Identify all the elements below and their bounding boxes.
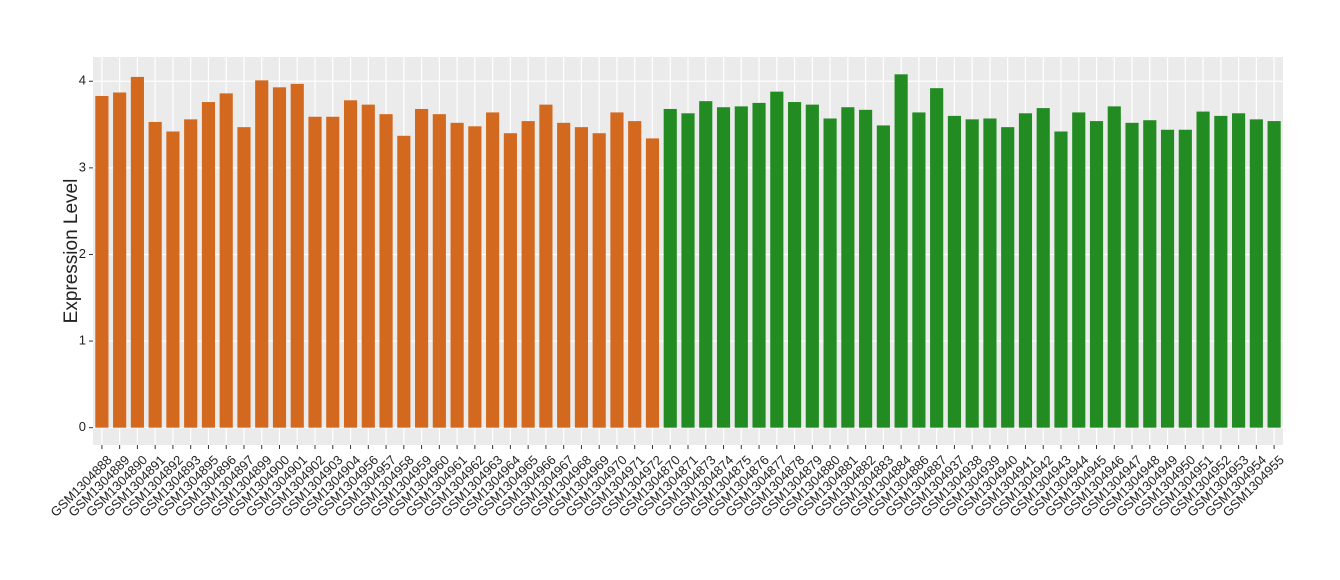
bar xyxy=(397,135,411,428)
bar xyxy=(1267,121,1281,428)
bar xyxy=(113,92,127,428)
bar xyxy=(95,95,109,428)
bar xyxy=(628,121,642,428)
bar xyxy=(1214,115,1228,428)
bar xyxy=(912,112,926,428)
bar xyxy=(1107,106,1121,428)
bar xyxy=(1125,122,1139,428)
bar xyxy=(503,133,517,428)
bar xyxy=(486,112,500,428)
bar xyxy=(1072,112,1086,428)
bar xyxy=(1001,127,1015,428)
bar xyxy=(557,122,571,428)
bar xyxy=(947,115,961,428)
bar xyxy=(1143,120,1157,428)
bar xyxy=(1018,113,1033,428)
y-tick-label: 1 xyxy=(79,333,86,348)
bar xyxy=(255,80,269,428)
bar xyxy=(592,133,606,428)
bar xyxy=(1089,121,1104,428)
bar xyxy=(130,76,144,428)
bar xyxy=(859,109,873,428)
bar xyxy=(681,113,695,428)
bar xyxy=(699,101,713,428)
bar xyxy=(521,121,535,428)
bar xyxy=(965,119,979,428)
bar xyxy=(1160,129,1175,428)
bar xyxy=(1249,119,1263,428)
bar xyxy=(823,118,837,428)
bar xyxy=(1196,111,1210,428)
bar xyxy=(184,119,198,428)
bar xyxy=(201,102,216,428)
bar xyxy=(574,127,589,428)
bar xyxy=(166,131,180,428)
bar xyxy=(1232,113,1246,428)
bar xyxy=(787,102,802,428)
bar xyxy=(415,108,429,428)
bar xyxy=(734,106,748,428)
bar xyxy=(1054,131,1068,428)
bar xyxy=(450,122,464,428)
bar xyxy=(343,100,358,428)
bar xyxy=(983,118,997,428)
bar xyxy=(1036,108,1050,428)
bar xyxy=(645,138,660,428)
y-axis-title: Expression Level xyxy=(61,179,82,324)
bar xyxy=(770,91,784,428)
bar xyxy=(432,114,446,428)
bar xyxy=(610,112,624,428)
bar xyxy=(148,121,162,428)
y-tick-label: 4 xyxy=(79,73,86,88)
y-tick-label: 0 xyxy=(79,419,86,434)
bar xyxy=(379,114,393,428)
bar xyxy=(805,104,819,428)
bar xyxy=(841,107,855,428)
bar xyxy=(1178,129,1192,428)
bar xyxy=(308,116,322,428)
bar xyxy=(894,74,908,428)
bar xyxy=(663,108,677,428)
bar xyxy=(290,83,304,428)
bar xyxy=(876,125,890,428)
y-tick-label: 2 xyxy=(79,246,86,261)
y-tick-label: 3 xyxy=(79,159,86,174)
bar xyxy=(539,104,553,428)
bar xyxy=(237,127,251,428)
bar xyxy=(272,87,287,428)
bar xyxy=(716,107,731,428)
bar xyxy=(326,116,340,428)
bar xyxy=(361,104,375,428)
bar xyxy=(468,126,482,428)
bar xyxy=(219,93,233,428)
bar xyxy=(930,88,944,428)
bar xyxy=(752,102,766,428)
